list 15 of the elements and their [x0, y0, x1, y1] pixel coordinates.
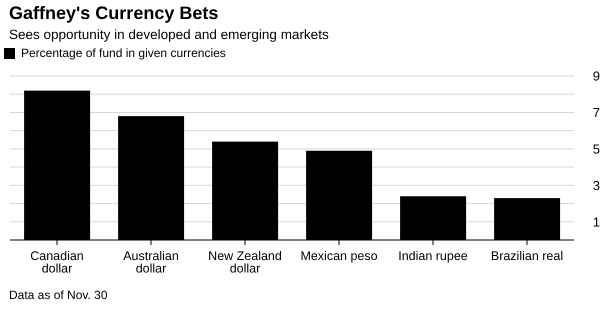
x-tick-label: Canadian dollar [30, 248, 84, 276]
chart-title: Gaffney's Currency Bets [9, 3, 218, 24]
x-tick-label: Indian rupee [398, 248, 468, 263]
y-tick-label: 3 [592, 178, 600, 193]
y-tick-label: 5 [592, 142, 600, 157]
chart-subtitle: Sees opportunity in developed and emerging markets [9, 27, 329, 42]
x-tick-label: Mexican peso [300, 248, 378, 263]
x-tick-label: Brazilian real [490, 248, 564, 263]
text: Data as of Nov. 30 [9, 288, 108, 302]
x-tick-label: New Zealand dollar [208, 248, 282, 276]
y-tick-label: 7 [592, 105, 600, 120]
x-tick-label: Australian dollar [123, 248, 179, 276]
y-tick-label: 1 [592, 214, 600, 230]
legend-label: Percentage of fund in given currencies [21, 46, 226, 60]
y-tick-label: 9 [592, 68, 600, 84]
